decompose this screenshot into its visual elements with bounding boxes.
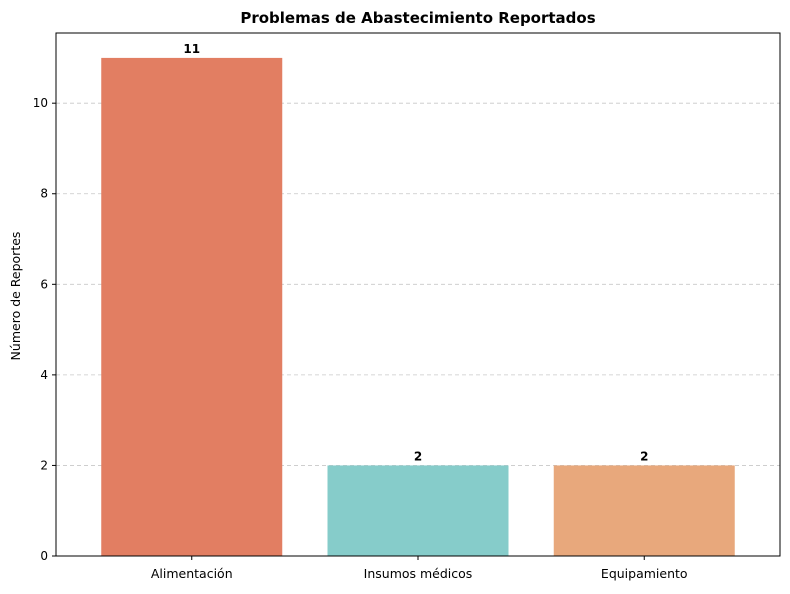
x-axis-ticks: Alimentación Insumos médicos Equipamiento — [151, 556, 688, 581]
bar — [327, 465, 509, 556]
bar — [553, 465, 735, 556]
bar-value-label: 2 — [640, 449, 648, 463]
plot-frame — [55, 32, 781, 557]
bar-value-label: 2 — [414, 449, 422, 463]
y-tick-label: 6 — [40, 277, 48, 291]
bar-value-label: 11 — [183, 42, 200, 56]
y-tick-label: 4 — [40, 368, 48, 382]
y-axis-label: Número de Reportes — [8, 232, 23, 361]
bar — [101, 57, 283, 557]
y-tick-label: 0 — [40, 549, 48, 563]
x-tick-label: Insumos médicos — [364, 566, 473, 581]
y-tick-label: 2 — [40, 458, 48, 472]
x-tick-label: Alimentación — [151, 566, 233, 581]
y-tick-label: 10 — [33, 96, 48, 110]
data-labels: 11 2 2 — [183, 42, 648, 464]
chart-title: Problemas de Abastecimiento Reportados — [240, 9, 595, 27]
bars — [101, 57, 735, 557]
x-tick-label: Equipamiento — [601, 566, 688, 581]
y-tick-label: 8 — [40, 187, 48, 201]
y-axis-ticks: 0 2 4 6 8 10 — [33, 96, 56, 563]
